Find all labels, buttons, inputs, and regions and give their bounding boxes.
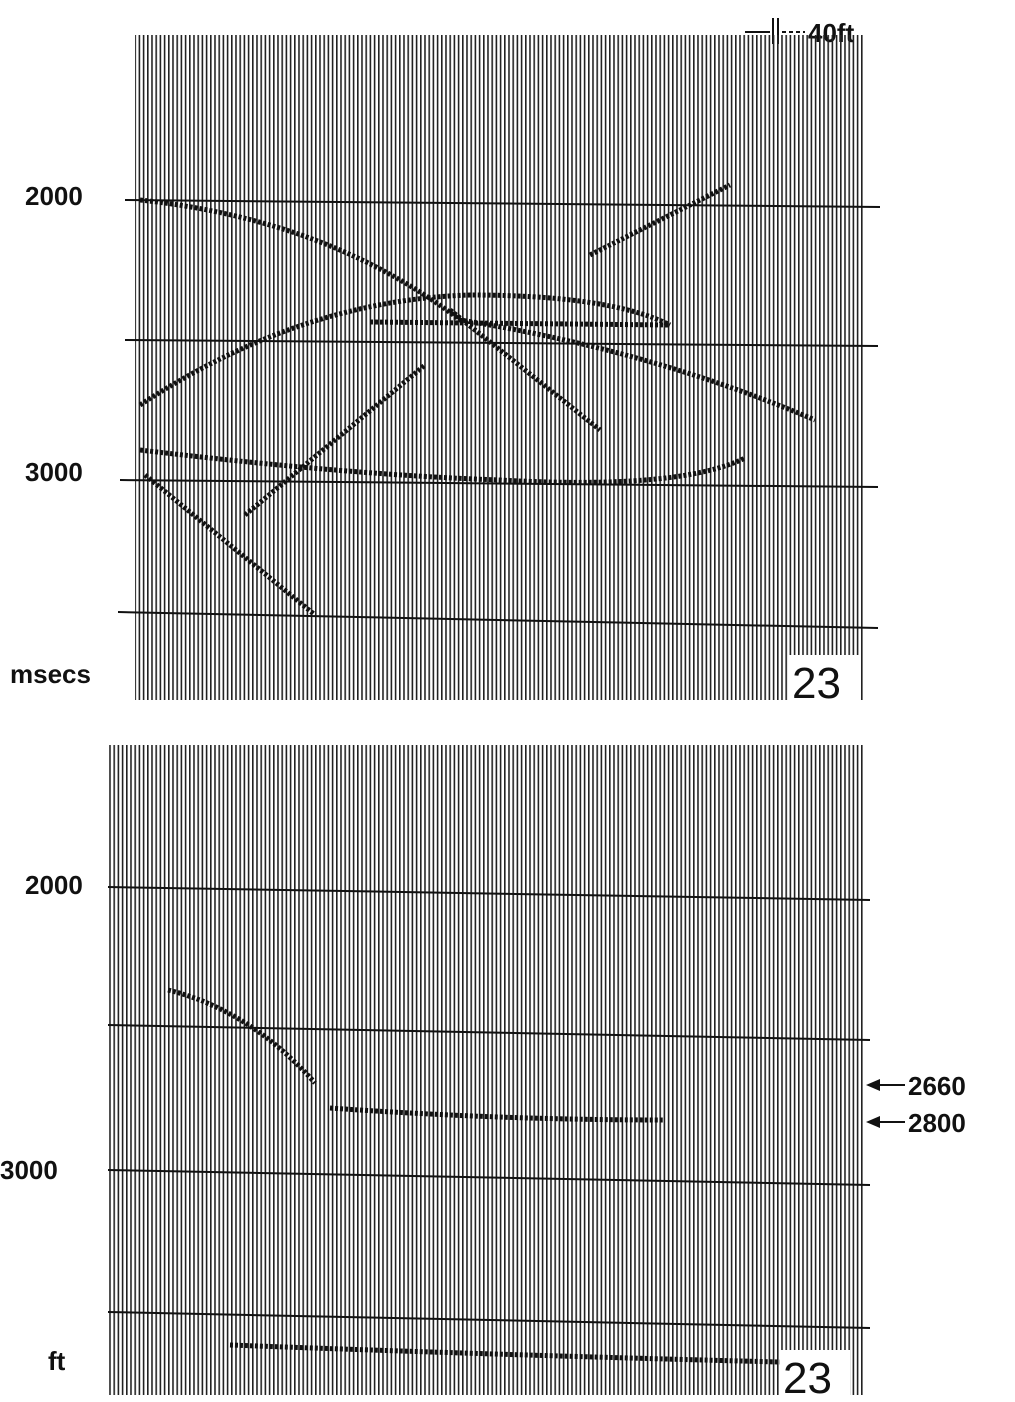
axis-label: 3000 xyxy=(0,1155,58,1185)
reflector xyxy=(139,447,747,485)
panel-bottom: 2000 3000 ft 23 2660 2800 xyxy=(0,745,966,1402)
panel-top: 2000 3000 msecs 23 xyxy=(10,35,881,708)
axis-label: 3000 xyxy=(25,457,83,487)
reflector xyxy=(369,319,671,328)
reflector xyxy=(329,1105,666,1123)
depth-line xyxy=(107,1024,871,1041)
marker-label: 2660 xyxy=(908,1071,966,1101)
reflector xyxy=(139,197,816,423)
reflector xyxy=(229,1342,781,1365)
reflector xyxy=(243,363,427,517)
figure-box xyxy=(780,1350,850,1396)
axis-label: 2000 xyxy=(25,181,83,211)
figure-number: 23 xyxy=(783,1354,832,1397)
reflector xyxy=(143,473,317,617)
marker-label: 2800 xyxy=(908,1108,966,1138)
trace-area xyxy=(108,745,865,1395)
reflector xyxy=(138,292,672,408)
axis-label: 2000 xyxy=(25,870,83,900)
time-line xyxy=(124,199,881,208)
depth-line xyxy=(107,1311,871,1329)
marker-arrow: 2660 xyxy=(866,1071,966,1101)
figure-box xyxy=(788,655,860,701)
unit-label: msecs xyxy=(10,659,91,689)
figure-number: 23 xyxy=(792,659,841,708)
time-line xyxy=(124,339,879,347)
time-line xyxy=(119,479,879,488)
trace-area xyxy=(135,35,865,700)
reflector xyxy=(588,182,732,258)
depth-line xyxy=(107,886,871,901)
time-line xyxy=(117,611,879,629)
reflector xyxy=(167,987,317,1085)
unit-label: ft xyxy=(48,1346,66,1376)
marker-arrow: 2800 xyxy=(866,1108,966,1138)
depth-line xyxy=(107,1169,871,1186)
reflector xyxy=(448,308,602,432)
